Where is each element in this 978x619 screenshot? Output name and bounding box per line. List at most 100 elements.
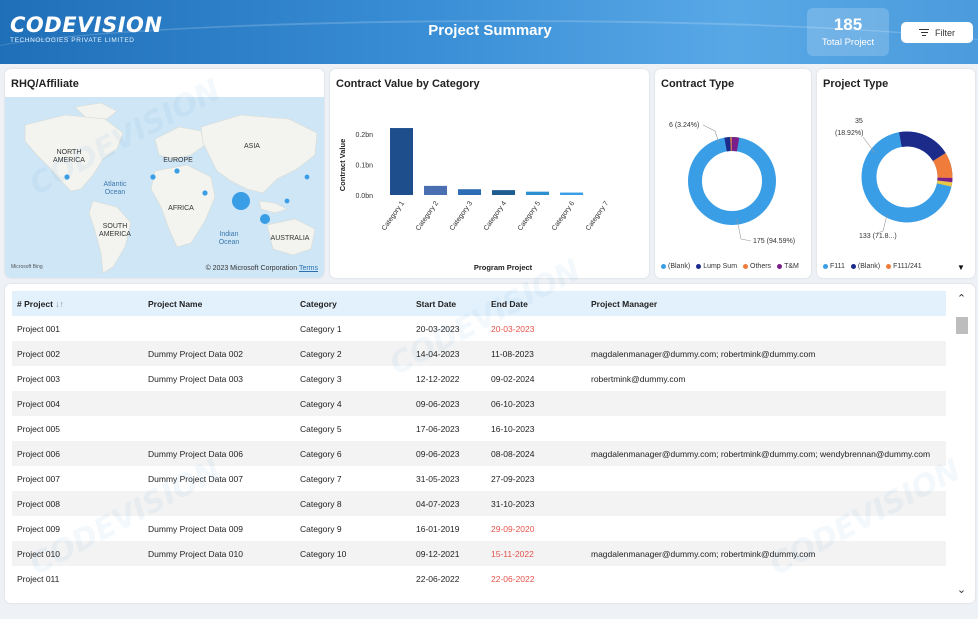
column-header-project-manager[interactable]: Project Manager	[591, 298, 658, 309]
cell-project-manager: magdalenmanager@dummy.com; robertmink@du…	[591, 348, 816, 359]
legend-dot	[743, 263, 749, 269]
cell-project-name: Dummy Project Data 002	[148, 348, 243, 359]
map-copyright-text: © 2023 Microsoft Corporation	[205, 265, 298, 272]
legend-item[interactable]: (Blank)	[850, 263, 880, 270]
table-row[interactable]: Project 008 Category 8 04-07-2023 31-10-202…	[12, 491, 946, 516]
table-row[interactable]: Project 009 Dummy Project Data 009 Categor…	[12, 516, 946, 541]
donut-annotation: (18.92%)	[835, 130, 863, 137]
cell-category: Category 3	[300, 373, 342, 384]
world-map-land	[24, 102, 318, 274]
map-label-south-america: SOUTH AMERICA	[99, 223, 131, 238]
x-tick-label: Category 1	[381, 200, 406, 232]
table-row[interactable]: Project 001 Category 1 20-03-2023 20-03-202…	[12, 316, 946, 341]
table-row[interactable]: Project 004 Category 4 09-06-2023 06-10-202…	[12, 391, 946, 416]
bar-3	[458, 189, 482, 195]
cell-project: Project 004	[17, 398, 60, 409]
x-tick-label: Category 2	[415, 200, 440, 232]
sort-icon[interactable]: ↓↑	[55, 298, 64, 309]
cell-start-date: 09-12-2021	[416, 548, 460, 559]
cell-project-name: Dummy Project Data 006	[148, 448, 243, 459]
legend-item[interactable]: F111/241	[886, 263, 922, 270]
cell-project-name: Dummy Project Data 003	[148, 373, 243, 384]
logo-subtitle: TECHNOLOGIES PRIVATE LIMITED	[10, 37, 135, 44]
bar-2	[424, 185, 448, 195]
project-type-donut-chart[interactable]: 35 (18.92%) 133 (71.8...)	[817, 69, 975, 259]
column-header-project[interactable]: # Project ↓↑	[17, 298, 64, 309]
column-header-project-name[interactable]: Project Name	[148, 298, 203, 309]
table-row[interactable]: Project 007 Dummy Project Data 007 Categor…	[12, 466, 946, 491]
table-header-row: # Project ↓↑ Project Name Category Start…	[12, 291, 946, 316]
column-header-end-date[interactable]: End Date	[491, 298, 528, 309]
cell-start-date: 20-03-2023	[416, 323, 460, 334]
project-type-legend: F111 (Blank) F111/241	[823, 263, 922, 270]
contract-type-title: Contract Type	[661, 78, 735, 90]
kpi-label: Total Project	[821, 37, 875, 48]
map-terms-link[interactable]: Terms	[298, 265, 318, 272]
cell-project-name	[143, 316, 295, 341]
bar-4	[492, 190, 516, 195]
legend-label: Lump Sum	[703, 263, 738, 270]
cell-project: Project 011	[17, 573, 60, 584]
cell-end-date: 06-10-2023	[491, 398, 535, 409]
table-row[interactable]: Project 005 Category 5 17-06-2023 16-10-202…	[12, 416, 946, 441]
legend-item[interactable]: Others	[743, 263, 771, 270]
legend-item[interactable]: T&M	[777, 263, 799, 270]
cell-project: Project 010	[17, 548, 60, 559]
world-map[interactable]: NORTH AMERICA EUROPE ASIA Atlantic Ocean…	[5, 97, 324, 278]
map-label-africa: AFRICA	[168, 205, 194, 212]
table-row[interactable]: Project 002 Dummy Project Data 002 Categor…	[12, 341, 946, 366]
map-label-indian-ocean: Indian Ocean	[218, 231, 240, 246]
project-type-card: Project Type 35 (18.92%) 133 (71.8...) F11…	[817, 69, 975, 278]
cell-project-name	[143, 566, 295, 591]
contract-type-donut-chart[interactable]: 6 (3.24%) 175 (94.59%)	[655, 69, 811, 259]
donut-annotation: 6 (3.24%)	[669, 122, 699, 129]
table-row[interactable]: Project 006 Dummy Project Data 006 Categor…	[12, 441, 946, 466]
rhq-affiliate-map-card: RHQ/Affiliate N	[5, 69, 324, 278]
kpi-value: 185	[833, 15, 863, 34]
cell-end-date: 11-08-2023	[491, 348, 534, 359]
y-axis-label: Contract Value	[338, 139, 347, 192]
legend-dot	[850, 263, 856, 269]
scroll-thumb[interactable]	[956, 317, 968, 334]
cell-project-manager	[586, 316, 946, 341]
column-header-start-date[interactable]: Start Date	[416, 298, 457, 309]
cell-project: Project 001	[17, 323, 60, 334]
legend-label: F111/241	[893, 263, 922, 270]
legend-more-arrow-icon[interactable]: ▼	[957, 263, 965, 272]
column-header-category[interactable]: Category	[300, 298, 337, 309]
cell-project: Project 008	[17, 498, 60, 509]
scroll-up-chevron-icon[interactable]: ⌃	[956, 293, 967, 305]
legend-item[interactable]: (Blank)	[661, 263, 690, 270]
cell-project-manager	[586, 516, 946, 541]
legend-dot	[886, 263, 892, 269]
total-project-kpi-card[interactable]: 185 Total Project	[807, 8, 889, 56]
cell-project-manager: magdalenmanager@dummy.com; robertmink@du…	[591, 548, 816, 559]
table-row[interactable]: Project 011 22-06-2022 22-06-2022	[12, 566, 946, 591]
cell-category: Category 10	[300, 548, 347, 559]
y-tick-label: 0.1bn	[355, 163, 373, 170]
map-card-title: RHQ/Affiliate	[11, 78, 79, 90]
table-row[interactable]: Project 003 Dummy Project Data 003 Categor…	[12, 366, 946, 391]
filter-button[interactable]: Filter	[901, 22, 973, 43]
cell-start-date: 09-06-2023	[416, 448, 460, 459]
legend-item[interactable]: F111	[823, 263, 845, 270]
cell-start-date: 31-05-2023	[416, 473, 460, 484]
cell-category: Category 5	[300, 423, 342, 434]
contract-type-card: Contract Type 6 (3.24%) 175 (94.59%) (Bla…	[655, 69, 811, 278]
project-table: # Project ↓↑ Project Name Category Start…	[12, 291, 946, 591]
cell-project: Project 009	[17, 523, 60, 534]
x-tick-label: Category 3	[449, 200, 474, 232]
cell-project-manager: magdalenmanager@dummy.com; robertmink@du…	[591, 448, 931, 459]
table-scrollbar[interactable]: ⌃ ⌄	[953, 291, 970, 599]
cell-category: Category 6	[300, 448, 342, 459]
cell-project-manager	[586, 491, 946, 516]
cell-project-name: Dummy Project Data 009	[148, 523, 243, 534]
cell-start-date: 12-12-2022	[416, 373, 460, 384]
bar-1	[390, 128, 413, 195]
cell-project: Project 007	[17, 473, 60, 484]
legend-label: Others	[750, 263, 772, 270]
table-row[interactable]: Project 010 Dummy Project Data 010 Categor…	[12, 541, 946, 566]
scroll-down-chevron-icon[interactable]: ⌄	[956, 584, 967, 596]
legend-item[interactable]: Lump Sum	[696, 263, 737, 270]
